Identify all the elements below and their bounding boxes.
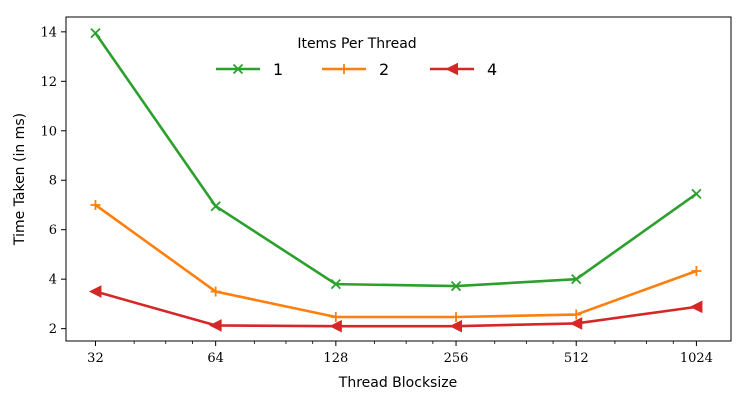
legend-marker — [445, 62, 458, 76]
data-point — [569, 317, 583, 330]
legend-marker — [232, 63, 244, 75]
plot-frame — [65, 16, 732, 342]
series-1 — [90, 27, 702, 292]
legend-label: 4 — [487, 60, 497, 79]
y-tick-label: 2 — [49, 322, 57, 337]
data-point — [329, 319, 342, 333]
y-tick-label: 8 — [49, 174, 57, 189]
data-point — [330, 278, 341, 290]
data-point — [571, 274, 582, 285]
legend-label: 1 — [273, 60, 283, 79]
data-point-stroke-b — [691, 188, 702, 199]
series-line-4 — [94, 290, 698, 328]
legend-marker — [339, 64, 349, 74]
series-4 — [88, 285, 703, 333]
data-point-stroke-b — [571, 274, 582, 285]
series-line-2 — [94, 203, 698, 319]
legend-entry-1: 1 — [216, 60, 283, 79]
data-point — [450, 280, 462, 292]
legend-marker-stroke-b — [232, 63, 244, 75]
y-tick-label: 12 — [40, 75, 57, 90]
data-point — [330, 312, 341, 323]
x-tick-label: 64 — [207, 351, 224, 366]
data-point — [88, 285, 102, 298]
x-tick-label: 32 — [87, 351, 104, 366]
series-layer — [88, 27, 703, 333]
y-tick-label: 14 — [40, 25, 57, 40]
y-tick-label: 4 — [49, 273, 57, 288]
y-tick-label: 10 — [40, 124, 57, 139]
y-tick-label: 6 — [49, 223, 57, 238]
series-2 — [90, 199, 702, 323]
data-point — [209, 319, 222, 332]
legend-label: 2 — [379, 60, 389, 79]
x-tick-label: 512 — [564, 351, 589, 366]
x-tick-label: 1024 — [680, 351, 713, 366]
legend: Items Per Thread 1 2 4 — [216, 36, 497, 79]
data-point — [451, 312, 462, 323]
data-point — [689, 300, 703, 314]
data-point — [691, 266, 702, 277]
data-point-stroke-b — [450, 280, 462, 292]
data-point-stroke-b — [210, 201, 221, 212]
x-ticks: 32 64 128 256 512 1024 — [87, 341, 713, 366]
legend-entry-2: 2 — [322, 60, 389, 79]
data-point — [210, 286, 221, 297]
data-point — [90, 199, 101, 210]
y-axis-label: Time Taken (in ms) — [12, 113, 28, 246]
x-axis-label: Thread Blocksize — [338, 375, 457, 391]
data-point — [691, 188, 702, 199]
legend-entry-4: 4 — [430, 60, 497, 79]
x-tick-label: 256 — [444, 351, 469, 366]
data-point — [210, 201, 221, 212]
data-point-stroke-b — [90, 27, 101, 39]
x-tick-label: 128 — [323, 351, 348, 366]
data-point — [90, 27, 101, 39]
data-point — [449, 319, 463, 333]
series-line-1 — [94, 31, 698, 288]
y-ticks: 2 4 6 8 10 12 14 — [40, 25, 66, 337]
data-point-stroke-b — [330, 278, 341, 290]
data-point — [571, 309, 582, 320]
legend-title: Items Per Thread — [297, 36, 416, 52]
